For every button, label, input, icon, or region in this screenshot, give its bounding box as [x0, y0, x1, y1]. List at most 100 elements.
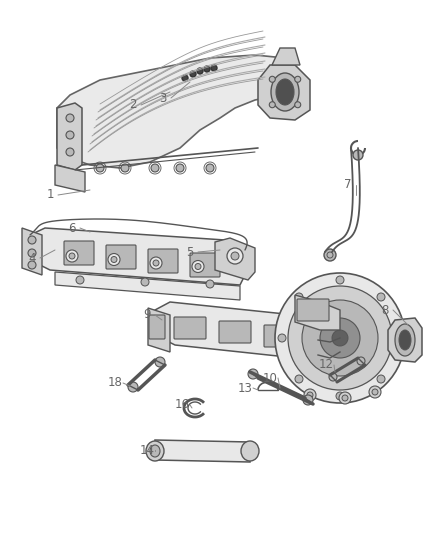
Polygon shape: [258, 65, 310, 120]
Circle shape: [211, 65, 217, 71]
Circle shape: [66, 250, 78, 262]
Text: 9: 9: [143, 309, 151, 321]
Circle shape: [195, 263, 201, 270]
FancyBboxPatch shape: [190, 253, 220, 277]
Text: 6: 6: [68, 222, 76, 235]
Circle shape: [372, 389, 378, 395]
Circle shape: [204, 66, 210, 72]
Circle shape: [192, 261, 204, 272]
Ellipse shape: [276, 79, 294, 105]
Circle shape: [269, 76, 275, 82]
Circle shape: [357, 357, 365, 365]
FancyBboxPatch shape: [297, 299, 329, 321]
Circle shape: [342, 395, 348, 401]
Circle shape: [394, 334, 402, 342]
Circle shape: [288, 286, 392, 390]
Ellipse shape: [150, 445, 160, 457]
Circle shape: [303, 395, 313, 405]
Text: 12: 12: [318, 359, 333, 372]
Circle shape: [369, 386, 381, 398]
Circle shape: [96, 164, 104, 172]
Circle shape: [28, 261, 36, 269]
Polygon shape: [30, 228, 245, 285]
Circle shape: [108, 254, 120, 265]
Circle shape: [69, 253, 75, 259]
Circle shape: [176, 164, 184, 172]
Text: 7: 7: [344, 179, 352, 191]
Circle shape: [320, 318, 360, 358]
Circle shape: [182, 75, 188, 81]
Circle shape: [339, 392, 351, 404]
Circle shape: [295, 293, 303, 301]
Circle shape: [302, 300, 378, 376]
Polygon shape: [155, 302, 320, 360]
Circle shape: [206, 280, 214, 288]
Circle shape: [377, 293, 385, 301]
FancyBboxPatch shape: [174, 317, 206, 339]
Ellipse shape: [146, 441, 164, 461]
Text: 16: 16: [174, 399, 190, 411]
Circle shape: [190, 71, 196, 77]
Circle shape: [329, 373, 337, 381]
Circle shape: [150, 257, 162, 269]
Ellipse shape: [271, 73, 299, 111]
Text: 1: 1: [46, 189, 54, 201]
Circle shape: [227, 248, 243, 264]
FancyBboxPatch shape: [219, 321, 251, 343]
Circle shape: [155, 357, 165, 367]
Polygon shape: [57, 55, 298, 168]
Circle shape: [304, 389, 316, 401]
FancyBboxPatch shape: [148, 249, 178, 273]
FancyBboxPatch shape: [149, 315, 165, 339]
Circle shape: [275, 273, 405, 403]
FancyBboxPatch shape: [264, 325, 296, 347]
Circle shape: [332, 330, 348, 346]
FancyBboxPatch shape: [64, 241, 94, 265]
Circle shape: [66, 131, 74, 139]
Circle shape: [197, 68, 203, 74]
Circle shape: [269, 102, 275, 108]
Ellipse shape: [395, 324, 415, 356]
Circle shape: [353, 150, 363, 160]
Circle shape: [111, 256, 117, 262]
Polygon shape: [155, 440, 250, 462]
Polygon shape: [272, 48, 300, 65]
Circle shape: [295, 76, 301, 82]
Circle shape: [151, 164, 159, 172]
Circle shape: [153, 260, 159, 266]
Polygon shape: [55, 272, 240, 300]
Circle shape: [324, 249, 336, 261]
Text: 14: 14: [139, 443, 155, 456]
Ellipse shape: [241, 441, 259, 461]
Circle shape: [28, 249, 36, 257]
Circle shape: [121, 164, 129, 172]
Circle shape: [66, 114, 74, 122]
Circle shape: [28, 236, 36, 244]
Text: 13: 13: [237, 382, 252, 394]
Text: 2: 2: [129, 99, 137, 111]
Text: 4: 4: [28, 252, 36, 264]
Circle shape: [336, 392, 344, 400]
Polygon shape: [388, 318, 422, 362]
Polygon shape: [55, 165, 85, 192]
Circle shape: [206, 164, 214, 172]
Polygon shape: [215, 238, 255, 280]
Circle shape: [295, 102, 301, 108]
Circle shape: [128, 382, 138, 392]
Ellipse shape: [399, 330, 411, 350]
Text: 18: 18: [108, 376, 123, 390]
Circle shape: [66, 148, 74, 156]
Circle shape: [295, 375, 303, 383]
Circle shape: [76, 276, 84, 284]
Circle shape: [248, 369, 258, 379]
Circle shape: [336, 276, 344, 284]
Polygon shape: [148, 308, 170, 352]
Circle shape: [377, 375, 385, 383]
Text: 8: 8: [381, 303, 389, 317]
Polygon shape: [57, 103, 82, 170]
Circle shape: [141, 278, 149, 286]
Text: 5: 5: [186, 246, 194, 259]
Circle shape: [231, 252, 239, 260]
FancyBboxPatch shape: [106, 245, 136, 269]
Text: 10: 10: [262, 372, 277, 384]
